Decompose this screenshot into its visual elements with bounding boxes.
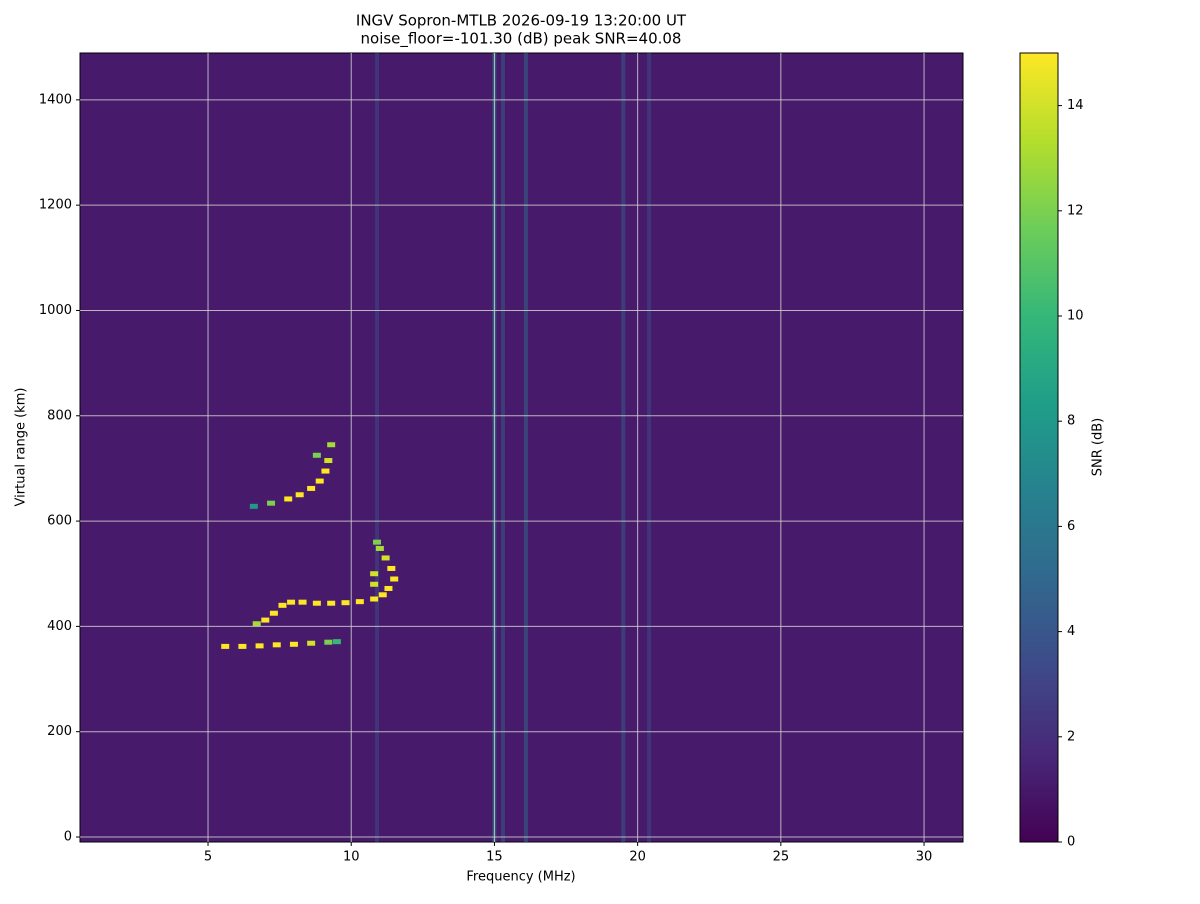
echo-cell (355, 599, 364, 605)
x-tick-label: 20 (629, 850, 646, 865)
echo-cell (312, 600, 321, 606)
interference-stripe (523, 53, 528, 842)
x-tick-label: 5 (204, 850, 212, 865)
interference-stripe (501, 53, 506, 842)
echo-cell (278, 602, 287, 608)
x-axis-label: Frequency (MHz) (466, 870, 575, 885)
echo-cell (324, 458, 333, 464)
echo-cell (324, 639, 333, 645)
chart-title: INGV Sopron-MTLB 2026-09-19 13:20:00 UT (356, 12, 687, 30)
echo-cell (312, 452, 321, 458)
y-tick-label: 1200 (39, 198, 72, 213)
colorbar-tick-label: 4 (1067, 624, 1075, 639)
echo-cell (384, 585, 393, 591)
echo-cell (252, 621, 261, 627)
echo-cell (238, 643, 247, 649)
echo-cell (375, 545, 384, 551)
echo-cell (332, 639, 341, 645)
echo-cell (267, 500, 276, 506)
x-tick-label: 25 (773, 850, 790, 865)
echo-cell (272, 642, 281, 648)
colorbar-tick-label: 12 (1067, 203, 1084, 218)
echo-cell (249, 503, 258, 509)
echo-cell (373, 539, 382, 545)
y-tick-label: 800 (47, 408, 72, 423)
echo-cell (390, 576, 399, 582)
y-axis-label: Virtual range (km) (14, 388, 29, 507)
y-tick-label: 600 (47, 514, 72, 529)
echo-cell (269, 610, 278, 616)
colorbar-label: SNR (dB) (1091, 418, 1106, 476)
x-tick-label: 30 (916, 850, 933, 865)
echo-cell (284, 496, 293, 502)
echo-cell (370, 581, 379, 587)
plot-area (79, 52, 964, 843)
colorbar-tick-label: 0 (1067, 835, 1075, 850)
y-tick-label: 200 (47, 724, 72, 739)
echo-cell (255, 643, 264, 649)
colorbar-tick-label: 10 (1067, 309, 1084, 324)
interference-stripe (647, 53, 652, 842)
echo-cell (381, 555, 390, 561)
echo-cell (378, 592, 387, 598)
echo-cell (387, 565, 396, 571)
echo-cell (307, 485, 316, 491)
x-tick-label: 10 (343, 850, 360, 865)
interference-stripe (375, 53, 380, 842)
echo-cell (315, 478, 324, 484)
y-tick-label: 0 (64, 829, 72, 844)
y-tick-label: 400 (47, 619, 72, 634)
colorbar-tick-label: 8 (1067, 414, 1075, 429)
interference-stripe (621, 53, 626, 842)
echo-cell (321, 468, 330, 474)
echo-cell (221, 643, 230, 649)
y-tick-label: 1400 (39, 92, 72, 107)
echo-cell (370, 571, 379, 577)
echo-cell (370, 596, 379, 602)
colorbar-tick-label: 6 (1067, 519, 1075, 534)
y-tick-label: 1000 (39, 303, 72, 318)
echo-cell (341, 600, 350, 606)
echo-cell (289, 641, 298, 647)
echo-cell (295, 492, 304, 498)
colorbar-tick-label: 14 (1067, 98, 1084, 113)
colorbar (1019, 52, 1059, 843)
echo-cell (327, 600, 336, 606)
echo-cell (298, 599, 307, 605)
echo-cell (261, 617, 270, 623)
x-tick-label: 15 (486, 850, 503, 865)
echo-cell (287, 599, 296, 605)
echo-cell (307, 640, 316, 646)
chart-subtitle: noise_floor=-101.30 (dB) peak SNR=40.08 (361, 30, 682, 49)
colorbar-tick-label: 2 (1067, 729, 1075, 744)
echo-cell (327, 442, 336, 448)
